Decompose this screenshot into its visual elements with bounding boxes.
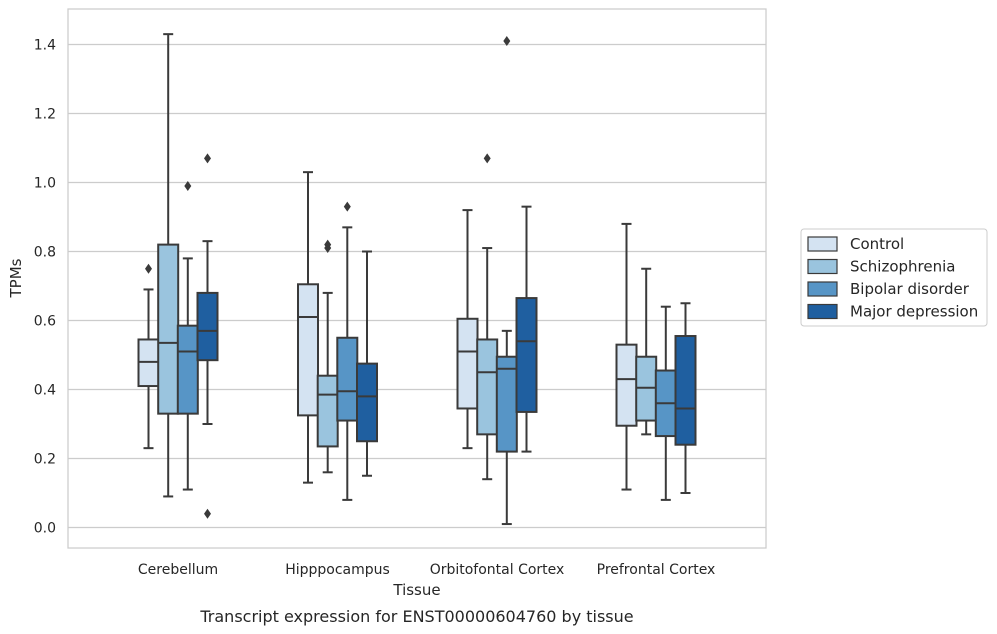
x-tick-label: Hipppocampus [285,562,390,578]
box-iqr [495,355,518,453]
box-bipolar-disorder [654,305,677,501]
legend-swatch [807,258,838,275]
legend-label: Schizophrenia [850,258,955,276]
box-bipolar-disorder [176,180,199,491]
legend-label: Bipolar disorder [850,280,970,298]
x-tick-label: Cerebellum [138,562,218,578]
box-iqr [157,243,180,415]
box-control [137,263,160,450]
legend-swatch [807,281,838,297]
box-iqr [515,297,538,413]
box-schizophrenia [157,33,180,498]
outlier-point [343,201,351,212]
box-major-depression [674,302,697,494]
box-bipolar-disorder [336,201,359,501]
box-iqr [615,343,638,427]
box-major-depression [356,250,378,477]
outlier-point [483,153,491,164]
legend: Control Schizophrenia Bipolar disorder Majo… [800,228,988,327]
legend-item: Control [807,235,904,253]
box-iqr [674,335,697,446]
box-major-depression [196,153,219,519]
outlier-point [204,508,211,519]
outlier-point [145,263,152,274]
legend-label: Major depression [850,303,978,321]
box-control [456,209,479,450]
y-tick-label: 0.8 [34,245,56,261]
plot-frame [67,8,767,549]
box-schizophrenia [316,239,339,474]
box-iqr [356,362,378,443]
box-bipolar-disorder [495,36,518,526]
legend-item: Schizophrenia [807,258,955,276]
y-tick-label: 0.0 [34,521,56,537]
box-layer [137,33,697,526]
box-schizophrenia [476,153,499,481]
outlier-point [184,180,192,191]
box-control [297,171,319,484]
box-iqr [297,283,319,417]
box-iqr [176,324,199,415]
y-tick-label: 0.2 [34,452,56,468]
box-control [615,222,638,491]
legend-frame [800,228,988,327]
y-tick-label: 1.2 [34,107,56,123]
outlier-point [503,36,511,47]
x-tick-label: Prefrontal Cortex [597,562,716,578]
box-iqr [456,317,479,410]
legend-item: Major depression [807,303,978,321]
y-tick-labels: 0.0 0.2 0.4 0.6 0.8 1.0 1.2 1.4 [34,38,56,537]
y-tick-label: 1.0 [34,176,56,192]
y-tick-label: 0.4 [34,383,56,399]
box-iqr [336,336,359,422]
legend-label: Control [850,235,904,253]
x-axis-label: Tissue [392,581,440,599]
box-major-depression [515,205,538,453]
outlier-point [204,153,211,164]
x-tick-labels: Cerebellum Hipppocampus Orbitofontal Corte… [138,562,715,578]
x-tick-label: Orbitofontal Cortex [430,562,565,578]
y-tick-label: 0.6 [34,314,56,330]
y-tick-label: 1.4 [34,38,56,54]
y-axis-label: TPMs [7,258,25,298]
legend-item: Bipolar disorder [807,280,970,298]
outlier-point [324,239,332,250]
box-iqr [316,374,339,448]
box-iqr [476,338,499,436]
box-iqr [196,291,219,362]
chart-caption: Transcript expression for ENST0000060476… [199,607,633,626]
legend-swatch [807,236,838,252]
legend-swatch [807,303,838,320]
box-schizophrenia [635,267,658,436]
